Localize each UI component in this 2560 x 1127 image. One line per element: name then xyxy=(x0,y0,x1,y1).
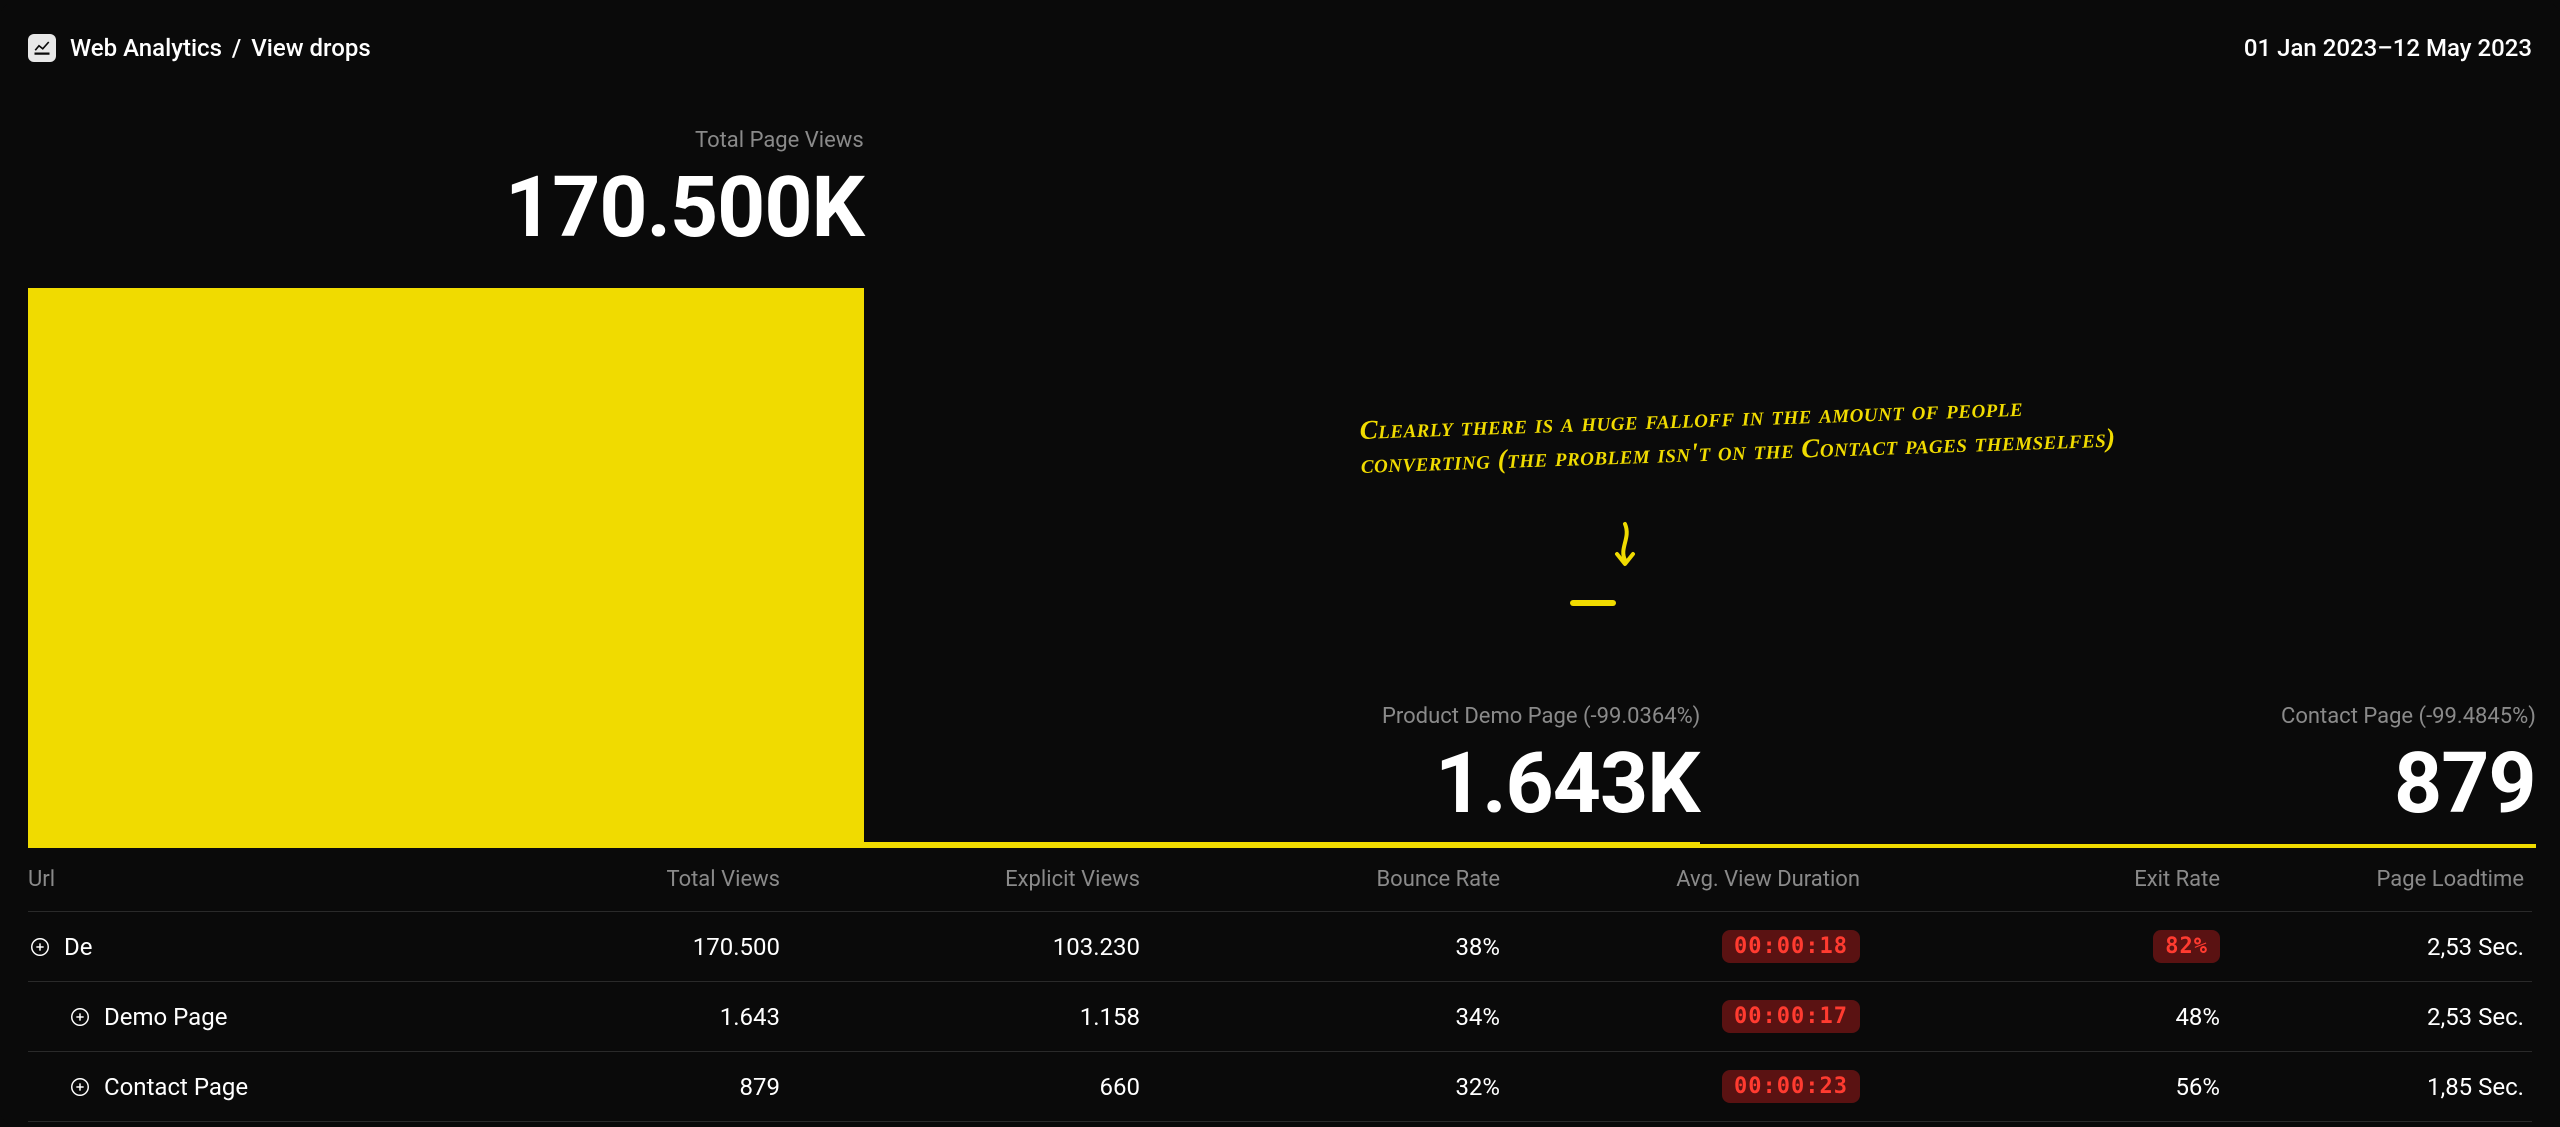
breadcrumb-root[interactable]: Web Analytics xyxy=(70,34,222,62)
cell-total-views: 1.643 xyxy=(508,1003,788,1031)
breadcrumb-leaf[interactable]: View drops xyxy=(251,34,370,62)
cell-explicit-views: 103.230 xyxy=(788,933,1148,961)
cell-bounce-rate: 34% xyxy=(1148,1003,1508,1031)
expand-icon[interactable] xyxy=(28,935,52,959)
row-url-label: De xyxy=(64,933,92,961)
cell-exit-rate: 82% xyxy=(1868,930,2228,963)
cell-total-views: 879 xyxy=(508,1073,788,1101)
annotation-arrow-icon xyxy=(1605,520,1645,584)
cell-explicit-views: 660 xyxy=(788,1073,1148,1101)
table-column-header[interactable]: Exit Rate xyxy=(1868,867,2228,892)
table-header-row: UrlTotal ViewsExplicit ViewsBounce RateA… xyxy=(28,848,2532,912)
metrics-table: UrlTotal ViewsExplicit ViewsBounce RateA… xyxy=(28,848,2532,1122)
row-url-label: Contact Page xyxy=(104,1073,248,1101)
annotation-underline xyxy=(1570,600,1616,606)
funnel-step-label: Contact Page (-99.4845%) xyxy=(2281,704,2536,729)
funnel-chart: Total Page Views 170.500K Product Demo Pag… xyxy=(28,128,2532,848)
cell-bounce-rate: 32% xyxy=(1148,1073,1508,1101)
cell-explicit-views: 1.158 xyxy=(788,1003,1148,1031)
expand-icon[interactable] xyxy=(68,1075,92,1099)
table-row[interactable]: Demo Page 1.6431.15834%00:00:1748%2,53 Se… xyxy=(28,982,2532,1052)
cell-avg-duration: 00:00:18 xyxy=(1508,930,1868,963)
table-column-header[interactable]: Avg. View Duration xyxy=(1508,867,1868,892)
breadcrumb-text[interactable]: Web Analytics / View drops xyxy=(70,34,371,62)
cell-loadtime: 1,85 Sec. xyxy=(2228,1073,2532,1101)
row-url-label: Demo Page xyxy=(104,1003,227,1031)
header: Web Analytics / View drops 01 Jan 2023–1… xyxy=(28,28,2532,68)
table-column-header[interactable]: Explicit Views xyxy=(788,867,1148,892)
table-column-header[interactable]: Url xyxy=(28,867,508,892)
cell-exit-rate: 48% xyxy=(1868,1003,2228,1031)
cell-avg-duration: 00:00:17 xyxy=(1508,1000,1868,1033)
cell-bounce-rate: 38% xyxy=(1148,933,1508,961)
funnel-step-value: 1.643K xyxy=(1435,734,1700,833)
cell-total-views: 170.500 xyxy=(508,933,788,961)
funnel-bar[interactable] xyxy=(1700,844,2536,848)
table-column-header[interactable]: Page Loadtime xyxy=(2228,867,2532,892)
table-row[interactable]: De 170.500103.23038%00:00:1882%2,53 Sec. xyxy=(28,912,2532,982)
table-column-header[interactable]: Bounce Rate xyxy=(1148,867,1508,892)
table-column-header[interactable]: Total Views xyxy=(508,867,788,892)
expand-icon[interactable] xyxy=(68,1005,92,1029)
funnel-step-label: Product Demo Page (-99.0364%) xyxy=(1382,704,1700,729)
analytics-logo-icon xyxy=(28,34,56,62)
breadcrumb: Web Analytics / View drops xyxy=(28,34,371,62)
funnel-step-value: 879 xyxy=(2394,734,2536,833)
cell-loadtime: 2,53 Sec. xyxy=(2228,1003,2532,1031)
funnel-step-value: 170.500K xyxy=(505,158,864,257)
date-range-picker[interactable]: 01 Jan 2023–12 May 2023 xyxy=(2244,34,2532,62)
breadcrumb-separator: / xyxy=(232,34,241,62)
cell-exit-rate: 56% xyxy=(1868,1073,2228,1101)
cell-loadtime: 2,53 Sec. xyxy=(2228,933,2532,961)
table-row[interactable]: Contact Page 87966032%00:00:2356%1,85 Sec… xyxy=(28,1052,2532,1122)
funnel-step-label: Total Page Views xyxy=(695,128,864,153)
funnel-baseline-fill xyxy=(28,844,1700,848)
cell-avg-duration: 00:00:23 xyxy=(1508,1070,1868,1103)
funnel-bar[interactable] xyxy=(28,288,864,848)
